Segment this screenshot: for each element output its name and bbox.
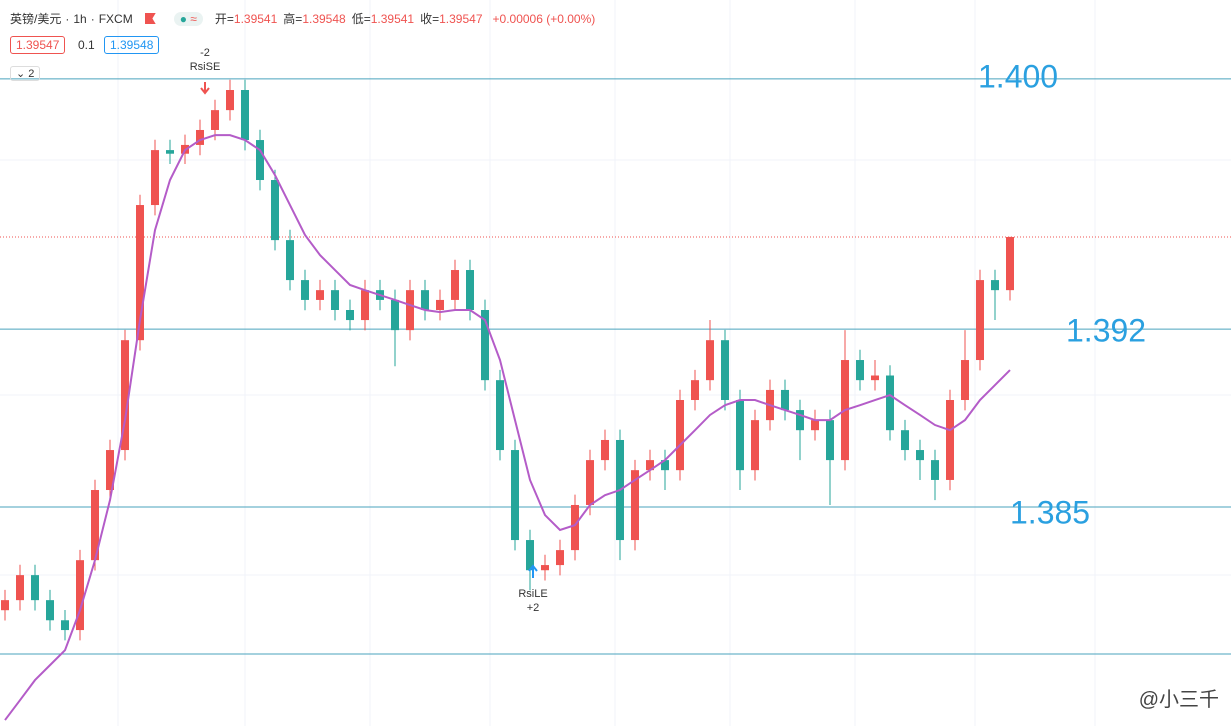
- candle-body: [631, 470, 639, 541]
- bid[interactable]: 1.39547: [10, 36, 66, 54]
- ask[interactable]: 1.39548: [104, 36, 160, 54]
- indicator-toggle[interactable]: ⌄ 2: [10, 66, 41, 81]
- candle-body: [991, 280, 999, 291]
- candle-body: [511, 450, 519, 541]
- symbol: 英镑/美元: [10, 12, 62, 26]
- change: +0.00006 (+0.00%): [492, 11, 596, 26]
- candle-body: [871, 375, 879, 381]
- candle-body: [856, 360, 864, 381]
- candle-body: [931, 460, 939, 480]
- signal-qty: +2: [527, 602, 540, 614]
- candle-body: [466, 270, 474, 311]
- candle-body: [541, 565, 549, 571]
- candle-body: [691, 380, 699, 401]
- candle-body: [436, 299, 444, 311]
- spread: 0.1: [78, 38, 95, 52]
- candle-body: [526, 540, 534, 571]
- candle-body: [481, 310, 489, 381]
- level-annotation: 1.385: [1010, 494, 1090, 530]
- candle-body: [886, 375, 894, 431]
- candle-body: [571, 504, 579, 551]
- candle-body: [256, 140, 264, 181]
- flag[interactable]: [144, 13, 156, 24]
- candle-body: [556, 550, 564, 566]
- candle-body: [676, 400, 684, 471]
- candle-body: [286, 240, 294, 281]
- ohlc-label: 高=: [283, 12, 303, 26]
- candle-body: [901, 430, 909, 451]
- candle-body: [826, 420, 834, 461]
- candle-body: [151, 150, 159, 206]
- candle-body: [31, 575, 39, 601]
- header: 英镑/美元 · 1h · FXCM ● ≈ 开=1.39541 高=1.39548…: [10, 10, 595, 27]
- signal-name: RsiSE: [190, 61, 221, 73]
- signal-qty: -2: [200, 47, 210, 59]
- signal-arrow: [528, 564, 538, 578]
- watermark: @小三千: [1138, 689, 1219, 711]
- candle-body: [91, 490, 99, 561]
- interval: 1h: [73, 11, 87, 26]
- separator: ·: [65, 11, 70, 26]
- candle-body: [196, 129, 204, 145]
- ohlc-value: 1.39541: [370, 12, 415, 26]
- candle-body: [331, 290, 339, 311]
- candle-body: [106, 450, 114, 491]
- candle-body: [16, 575, 24, 601]
- exchange: FXCM: [98, 11, 133, 26]
- ohlc-label: 低=: [351, 12, 371, 26]
- candle-body: [1, 600, 9, 611]
- candle-body: [1006, 237, 1014, 291]
- candle-body: [406, 290, 414, 331]
- candle-body: [961, 360, 969, 401]
- candle-body: [46, 600, 54, 621]
- candle-body: [706, 340, 714, 381]
- candle-body: [271, 180, 279, 241]
- status[interactable]: ● ≈: [173, 11, 203, 26]
- ohlc: 开=1.39541 高=1.39548 低=1.39541 收=1.39547: [215, 10, 489, 27]
- moving-average: [4, 134, 1011, 721]
- candle-body: [61, 620, 69, 631]
- candle-body: [451, 270, 459, 300]
- candle-body: [721, 340, 729, 401]
- ohlc-label: 收=: [420, 12, 440, 26]
- candle-body: [586, 460, 594, 505]
- ohlc-value: 1.39548: [302, 12, 346, 26]
- ohlc-value: 1.39547: [439, 12, 483, 26]
- candle-body: [751, 420, 759, 471]
- candle-body: [226, 90, 234, 111]
- candle-body: [976, 280, 984, 361]
- candle-body: [811, 420, 819, 431]
- candle-body: [391, 299, 399, 331]
- candle-body: [421, 290, 429, 311]
- indicator-count: 2: [28, 68, 35, 80]
- ohlc-label: 开=: [214, 12, 234, 26]
- candle-body: [136, 205, 144, 341]
- level-annotation: 1.400: [978, 58, 1058, 94]
- candle-body: [76, 560, 84, 631]
- candle-body: [121, 340, 129, 451]
- candle-body: [361, 290, 369, 321]
- separator: ·: [90, 11, 95, 26]
- ohlc-value: 1.39541: [233, 12, 278, 26]
- candle-body: [496, 380, 504, 451]
- candle-body: [166, 150, 174, 154]
- candle-body: [646, 460, 654, 471]
- candle-body: [316, 290, 324, 300]
- candle-body: [661, 460, 669, 471]
- candle-body: [211, 110, 219, 130]
- candle-body: [346, 310, 354, 321]
- candle-body: [601, 439, 609, 461]
- signal-name: RsiLE: [518, 588, 547, 600]
- signal-arrow: [200, 82, 210, 95]
- candle-body: [736, 400, 744, 471]
- candle-body: [916, 450, 924, 461]
- candle-body: [781, 389, 789, 411]
- candle-body: [796, 410, 804, 431]
- candle-body: [241, 90, 249, 141]
- level-annotation: 1.392: [1066, 312, 1146, 348]
- candle-body: [301, 280, 309, 300]
- candle-body: [946, 400, 954, 480]
